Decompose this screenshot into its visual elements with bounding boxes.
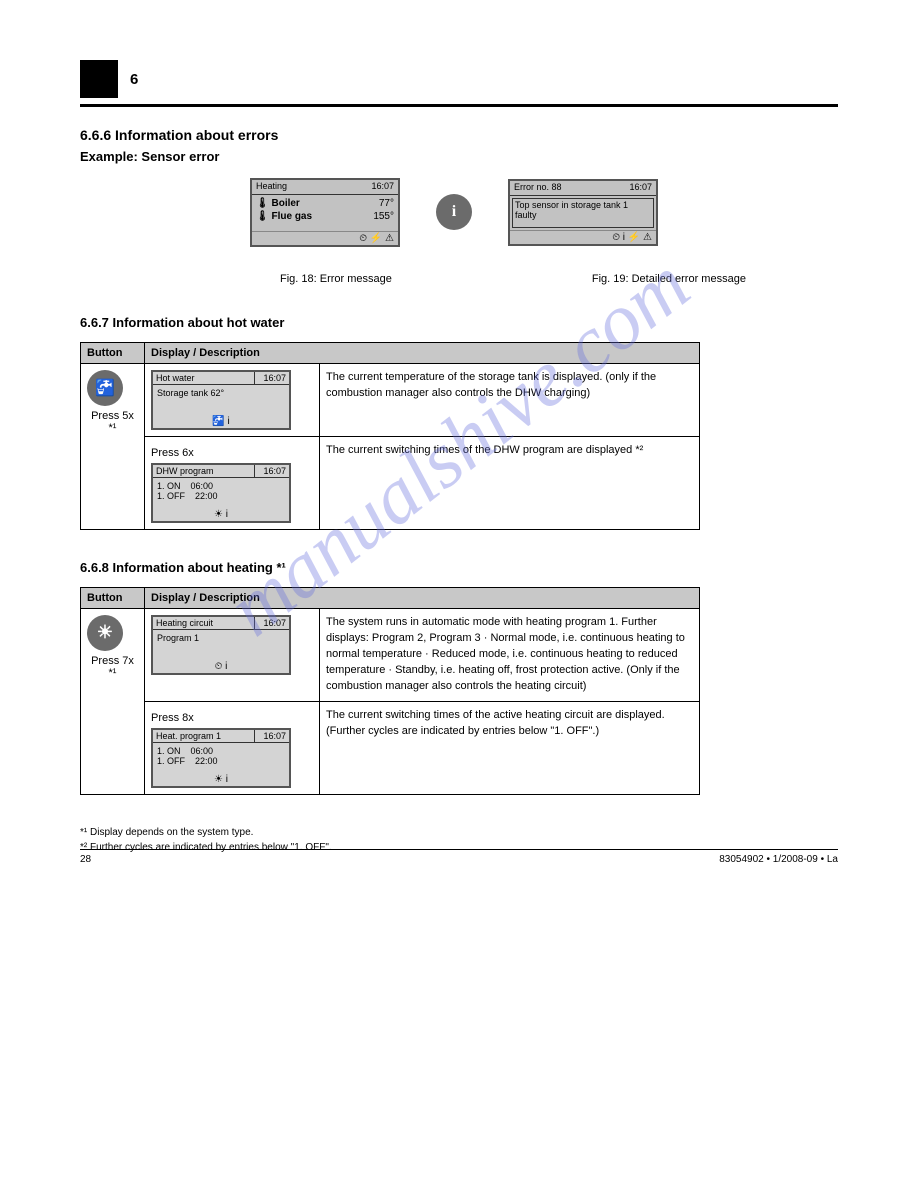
lcd-body: Program 1: [153, 630, 289, 660]
lcd-dhw-program: DHW program16:07 1. ON 06:00 1. OFF 22:0…: [151, 463, 291, 523]
info-button[interactable]: i: [436, 194, 472, 230]
lcd-heat-program: Heat. program 116:07 1. ON 06:00 1. OFF …: [151, 728, 291, 788]
press-label: Press 7x *¹: [87, 655, 138, 679]
section-marker: [80, 60, 118, 98]
lcd-body: 1. ON 06:00 1. OFF 22:00: [153, 478, 289, 508]
table-row: Press 8x Heat. program 116:07 1. ON 06:0…: [81, 701, 700, 794]
press-label: Press 5x *¹: [87, 410, 138, 434]
lcd-hdr-r: 16:07: [255, 617, 289, 629]
col-display: Display / Description: [145, 342, 700, 363]
lcd-foot: ⏲ i: [153, 660, 289, 673]
lcd-screen-error: Error no. 88 16:07 Top sensor in storage…: [508, 179, 658, 246]
lcd-hdr-l: Hot water: [153, 372, 255, 384]
sun-button[interactable]: ☀: [87, 615, 123, 651]
lcd-footer-icons: ⏲ i ⚡ ⚠: [510, 230, 656, 244]
header-rule: [80, 104, 838, 107]
lcd-foot: ☀ i: [153, 508, 289, 521]
lcd-hot-water: Hot water16:07 Storage tank 62° 🚰 i: [151, 370, 291, 430]
lcd-error-box: Top sensor in storage tank 1 faulty: [512, 198, 654, 228]
lcd-header-right: 16:07: [371, 182, 394, 192]
col-button: Button: [81, 587, 145, 608]
lcd-hdr-l: Heat. program 1: [153, 730, 255, 742]
lcd-row1-val: 77°: [379, 198, 394, 209]
footnote: *¹ Display depends on the system type.: [80, 825, 838, 840]
table-row: 🚰 Press 5x *¹ Hot water16:07 Storage tan…: [81, 363, 700, 436]
lcd-header-left: Error no. 88: [514, 183, 562, 193]
sun-icon: ☀: [97, 622, 113, 643]
table-row: Press 6x DHW program16:07 1. ON 06:00 1.…: [81, 436, 700, 529]
lcd-row2-val: 155°: [373, 211, 394, 222]
tap-button[interactable]: 🚰: [87, 370, 123, 406]
col-display: Display / Description: [145, 587, 700, 608]
footer-code: 83054902 • 1/2008-09 • La: [719, 854, 838, 865]
row-description: The current switching times of the activ…: [320, 701, 700, 794]
lcd-body: Storage tank 62°: [153, 385, 289, 415]
page-footer: 28 83054902 • 1/2008-09 • La: [80, 849, 838, 865]
lcd-hdr-r: 16:07: [255, 372, 289, 384]
section-title: 6.6.6 Information about errors: [80, 127, 838, 143]
lcd-row1-label: Boiler: [271, 198, 299, 209]
lcd-hdr-r: 16:07: [255, 730, 289, 742]
figure-captions: Fig. 18: Error message Fig. 19: Detailed…: [280, 273, 838, 285]
subsection-heading: 6.6.8 Information about heating *¹: [80, 560, 838, 575]
lcd-hdr-l: DHW program: [153, 465, 255, 477]
lcd-foot: ☀ i: [153, 773, 289, 786]
press-label: Press 8x: [151, 712, 313, 724]
row-description: The current switching times of the DHW p…: [320, 436, 700, 529]
figure-caption: Fig. 18: Error message: [280, 273, 392, 285]
lcd-heating-circuit: Heating circuit16:07 Program 1 ⏲ i: [151, 615, 291, 675]
lcd-hdr-l: Heating circuit: [153, 617, 255, 629]
press-label: Press 6x: [151, 447, 313, 459]
info-icon: i: [452, 203, 456, 221]
example-row: Heating 16:07 🌡 Boiler77° 🌡 Flue gas155°…: [250, 178, 838, 247]
page: 6 6.6.6 Information about errors Example…: [0, 0, 918, 895]
row-description: The system runs in automatic mode with h…: [320, 608, 700, 701]
heating-info-table: Button Display / Description ☀ Press 7x …: [80, 587, 700, 795]
section-subtitle: Example: Sensor error: [80, 149, 838, 164]
lcd-hdr-r: 16:07: [255, 465, 289, 477]
col-button: Button: [81, 342, 145, 363]
subsection-heading: 6.6.7 Information about hot water: [80, 315, 838, 330]
lcd-body: 1. ON 06:00 1. OFF 22:00: [153, 743, 289, 773]
lcd-screen-heating: Heating 16:07 🌡 Boiler77° 🌡 Flue gas155°…: [250, 178, 400, 247]
figure-caption: Fig. 19: Detailed error message: [592, 273, 746, 285]
header-row: 6: [80, 60, 838, 98]
lcd-row2-label: Flue gas: [271, 211, 312, 222]
hot-water-info-table: Button Display / Description 🚰 Press 5x …: [80, 342, 700, 530]
lcd-footer-icons: ⏲ ⚡ ⚠: [252, 231, 398, 245]
section-number: 6: [130, 71, 138, 88]
lcd-foot: 🚰 i: [153, 415, 289, 428]
lcd-header-right: 16:07: [629, 183, 652, 193]
row-description: The current temperature of the storage t…: [320, 363, 700, 436]
lcd-header-left: Heating: [256, 182, 287, 192]
tap-icon: 🚰: [95, 378, 115, 398]
table-row: ☀ Press 7x *¹ Heating circuit16:07 Progr…: [81, 608, 700, 701]
page-number: 28: [80, 854, 91, 865]
